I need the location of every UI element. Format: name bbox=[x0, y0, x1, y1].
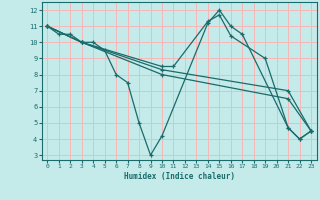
X-axis label: Humidex (Indice chaleur): Humidex (Indice chaleur) bbox=[124, 172, 235, 181]
